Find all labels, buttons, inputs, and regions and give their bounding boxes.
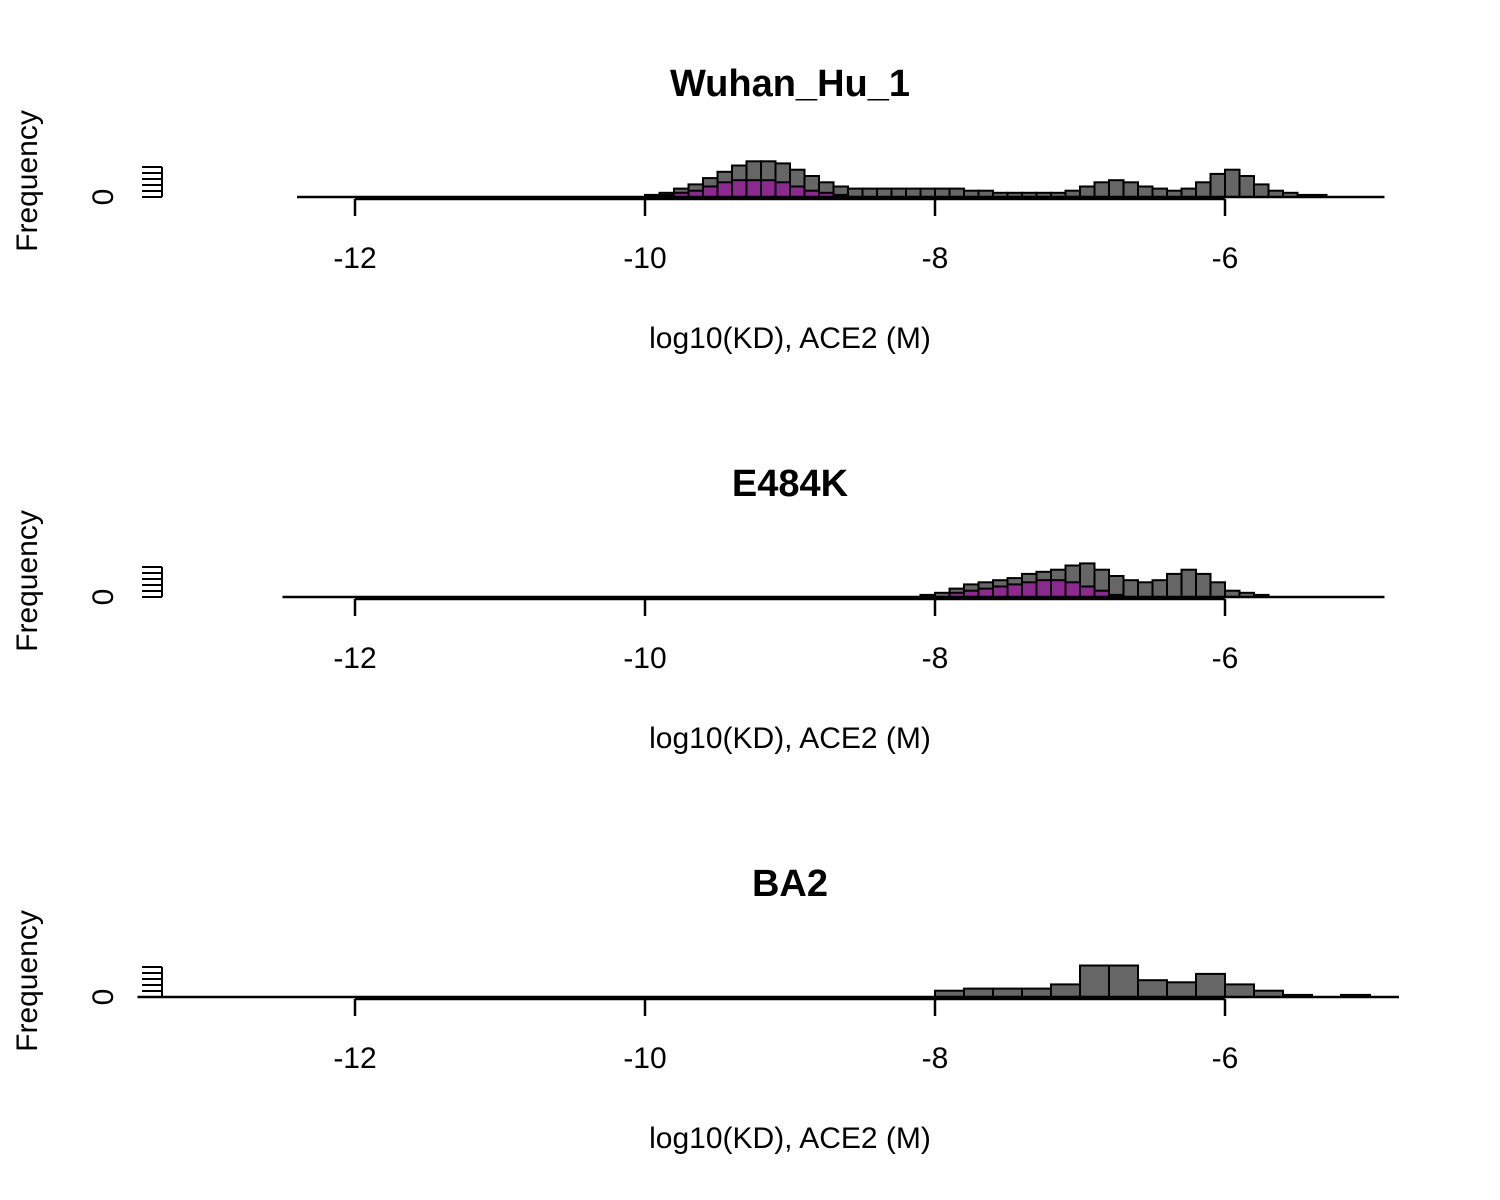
highlight-bar [977, 587, 994, 598]
histogram-bars [137, 964, 1399, 999]
histogram-bar [1224, 168, 1241, 198]
y-tick-label: 0 [87, 589, 120, 606]
y-axis-label: Frequency [11, 910, 44, 1052]
histogram-bar [1079, 185, 1096, 198]
histogram-bar [1253, 183, 1270, 198]
highlight-bar [716, 181, 733, 199]
histogram-bar [1122, 579, 1139, 599]
highlight-bar [745, 179, 762, 198]
histogram-bar [1108, 575, 1125, 598]
histogram-bar [934, 187, 951, 199]
histogram-bar [876, 187, 893, 199]
histogram-bar [963, 987, 994, 998]
histogram-bar [1093, 181, 1110, 199]
histogram-bar [948, 187, 965, 199]
x-axis: -12 -10 -8 -6 [333, 597, 1239, 675]
histogram-bar [1166, 981, 1197, 998]
histogram-bar [1050, 983, 1081, 999]
histogram-bar [1108, 964, 1139, 998]
histogram-bar [1122, 181, 1139, 199]
x-tick-label: -12 [333, 642, 376, 675]
y-axis: 0 [87, 566, 163, 606]
histogram-bar [1151, 579, 1168, 599]
histogram-bar [1079, 964, 1110, 998]
x-tick-label: -8 [922, 642, 949, 675]
highlight-bar [1021, 581, 1038, 598]
highlight-bar [1050, 579, 1067, 599]
histogram-bar [1180, 568, 1197, 599]
panel-title: E484K [732, 463, 849, 505]
x-tick-label: -12 [333, 242, 376, 275]
y-axis-label: Frequency [11, 110, 44, 252]
x-tick-label: -8 [922, 1042, 949, 1075]
x-axis-label: log10(KD), ACE2 (M) [649, 722, 931, 755]
x-tick-label: -8 [922, 242, 949, 275]
x-axis: -12 -10 -8 -6 [333, 197, 1239, 275]
histogram-bar [1108, 179, 1125, 198]
x-tick-label: -6 [1212, 242, 1239, 275]
x-tick-label: -10 [623, 642, 666, 675]
panel-title: Wuhan_Hu_1 [670, 63, 910, 105]
highlight-bar [1079, 585, 1096, 598]
panel-wuhan-hu-1: Wuhan_Hu_1 Frequency log10(KD), ACE2 (M)… [11, 63, 1385, 355]
histogram-bar [847, 187, 864, 199]
panel-title: BA2 [752, 863, 828, 905]
x-tick-label: -10 [623, 1042, 666, 1075]
histogram-bar [1209, 581, 1226, 598]
highlight-bar [731, 179, 748, 198]
histogram-bar [1209, 172, 1226, 198]
histogram-bar [890, 187, 907, 199]
panel-e484k: E484K Frequency log10(KD), ACE2 (M) 0 -1… [11, 463, 1385, 755]
histogram-bar [1238, 175, 1255, 198]
histogram-bars [297, 160, 1385, 199]
histogram-bar [905, 187, 922, 199]
x-tick-label: -12 [333, 1042, 376, 1075]
histogram-bar [1137, 185, 1154, 198]
x-axis: -12 -10 -8 -6 [333, 997, 1239, 1075]
histogram-bars [282, 562, 1385, 599]
histogram-bar [1180, 187, 1197, 199]
histogram-bar [1195, 972, 1226, 999]
x-axis-label: log10(KD), ACE2 (M) [649, 1122, 931, 1155]
highlight-bar [789, 185, 806, 198]
highlight-bar [1006, 583, 1023, 599]
y-axis: 0 [87, 966, 163, 1006]
histogram-bar [1137, 979, 1168, 999]
highlight-bar [1064, 581, 1081, 598]
x-tick-label: -6 [1212, 1042, 1239, 1075]
histogram-bar [919, 187, 936, 199]
histogram-bar [1195, 181, 1212, 199]
highlight-bar [1035, 579, 1052, 599]
highlight-bar [774, 181, 791, 199]
highlight-bar [760, 179, 777, 198]
histogram-bar [1137, 581, 1154, 598]
highlight-bar [702, 185, 719, 198]
histogram-bar [1151, 187, 1168, 199]
y-axis: 0 [87, 166, 163, 206]
histogram-bar [1224, 983, 1255, 999]
y-tick-label: 0 [87, 189, 120, 206]
x-tick-label: -6 [1212, 642, 1239, 675]
y-tick-label: 0 [87, 989, 120, 1006]
panel-ba2: BA2 Frequency log10(KD), ACE2 (M) 0 -12-… [11, 863, 1399, 1155]
histogram-bar [1166, 572, 1183, 599]
histogram-bar [861, 187, 878, 199]
y-axis-label: Frequency [11, 510, 44, 652]
x-axis-label: log10(KD), ACE2 (M) [649, 322, 931, 355]
x-tick-label: -10 [623, 242, 666, 275]
histogram-bar [1195, 572, 1212, 599]
highlight-bar [992, 585, 1009, 598]
histogram-bar [1021, 987, 1052, 998]
histogram-bar [992, 987, 1023, 998]
